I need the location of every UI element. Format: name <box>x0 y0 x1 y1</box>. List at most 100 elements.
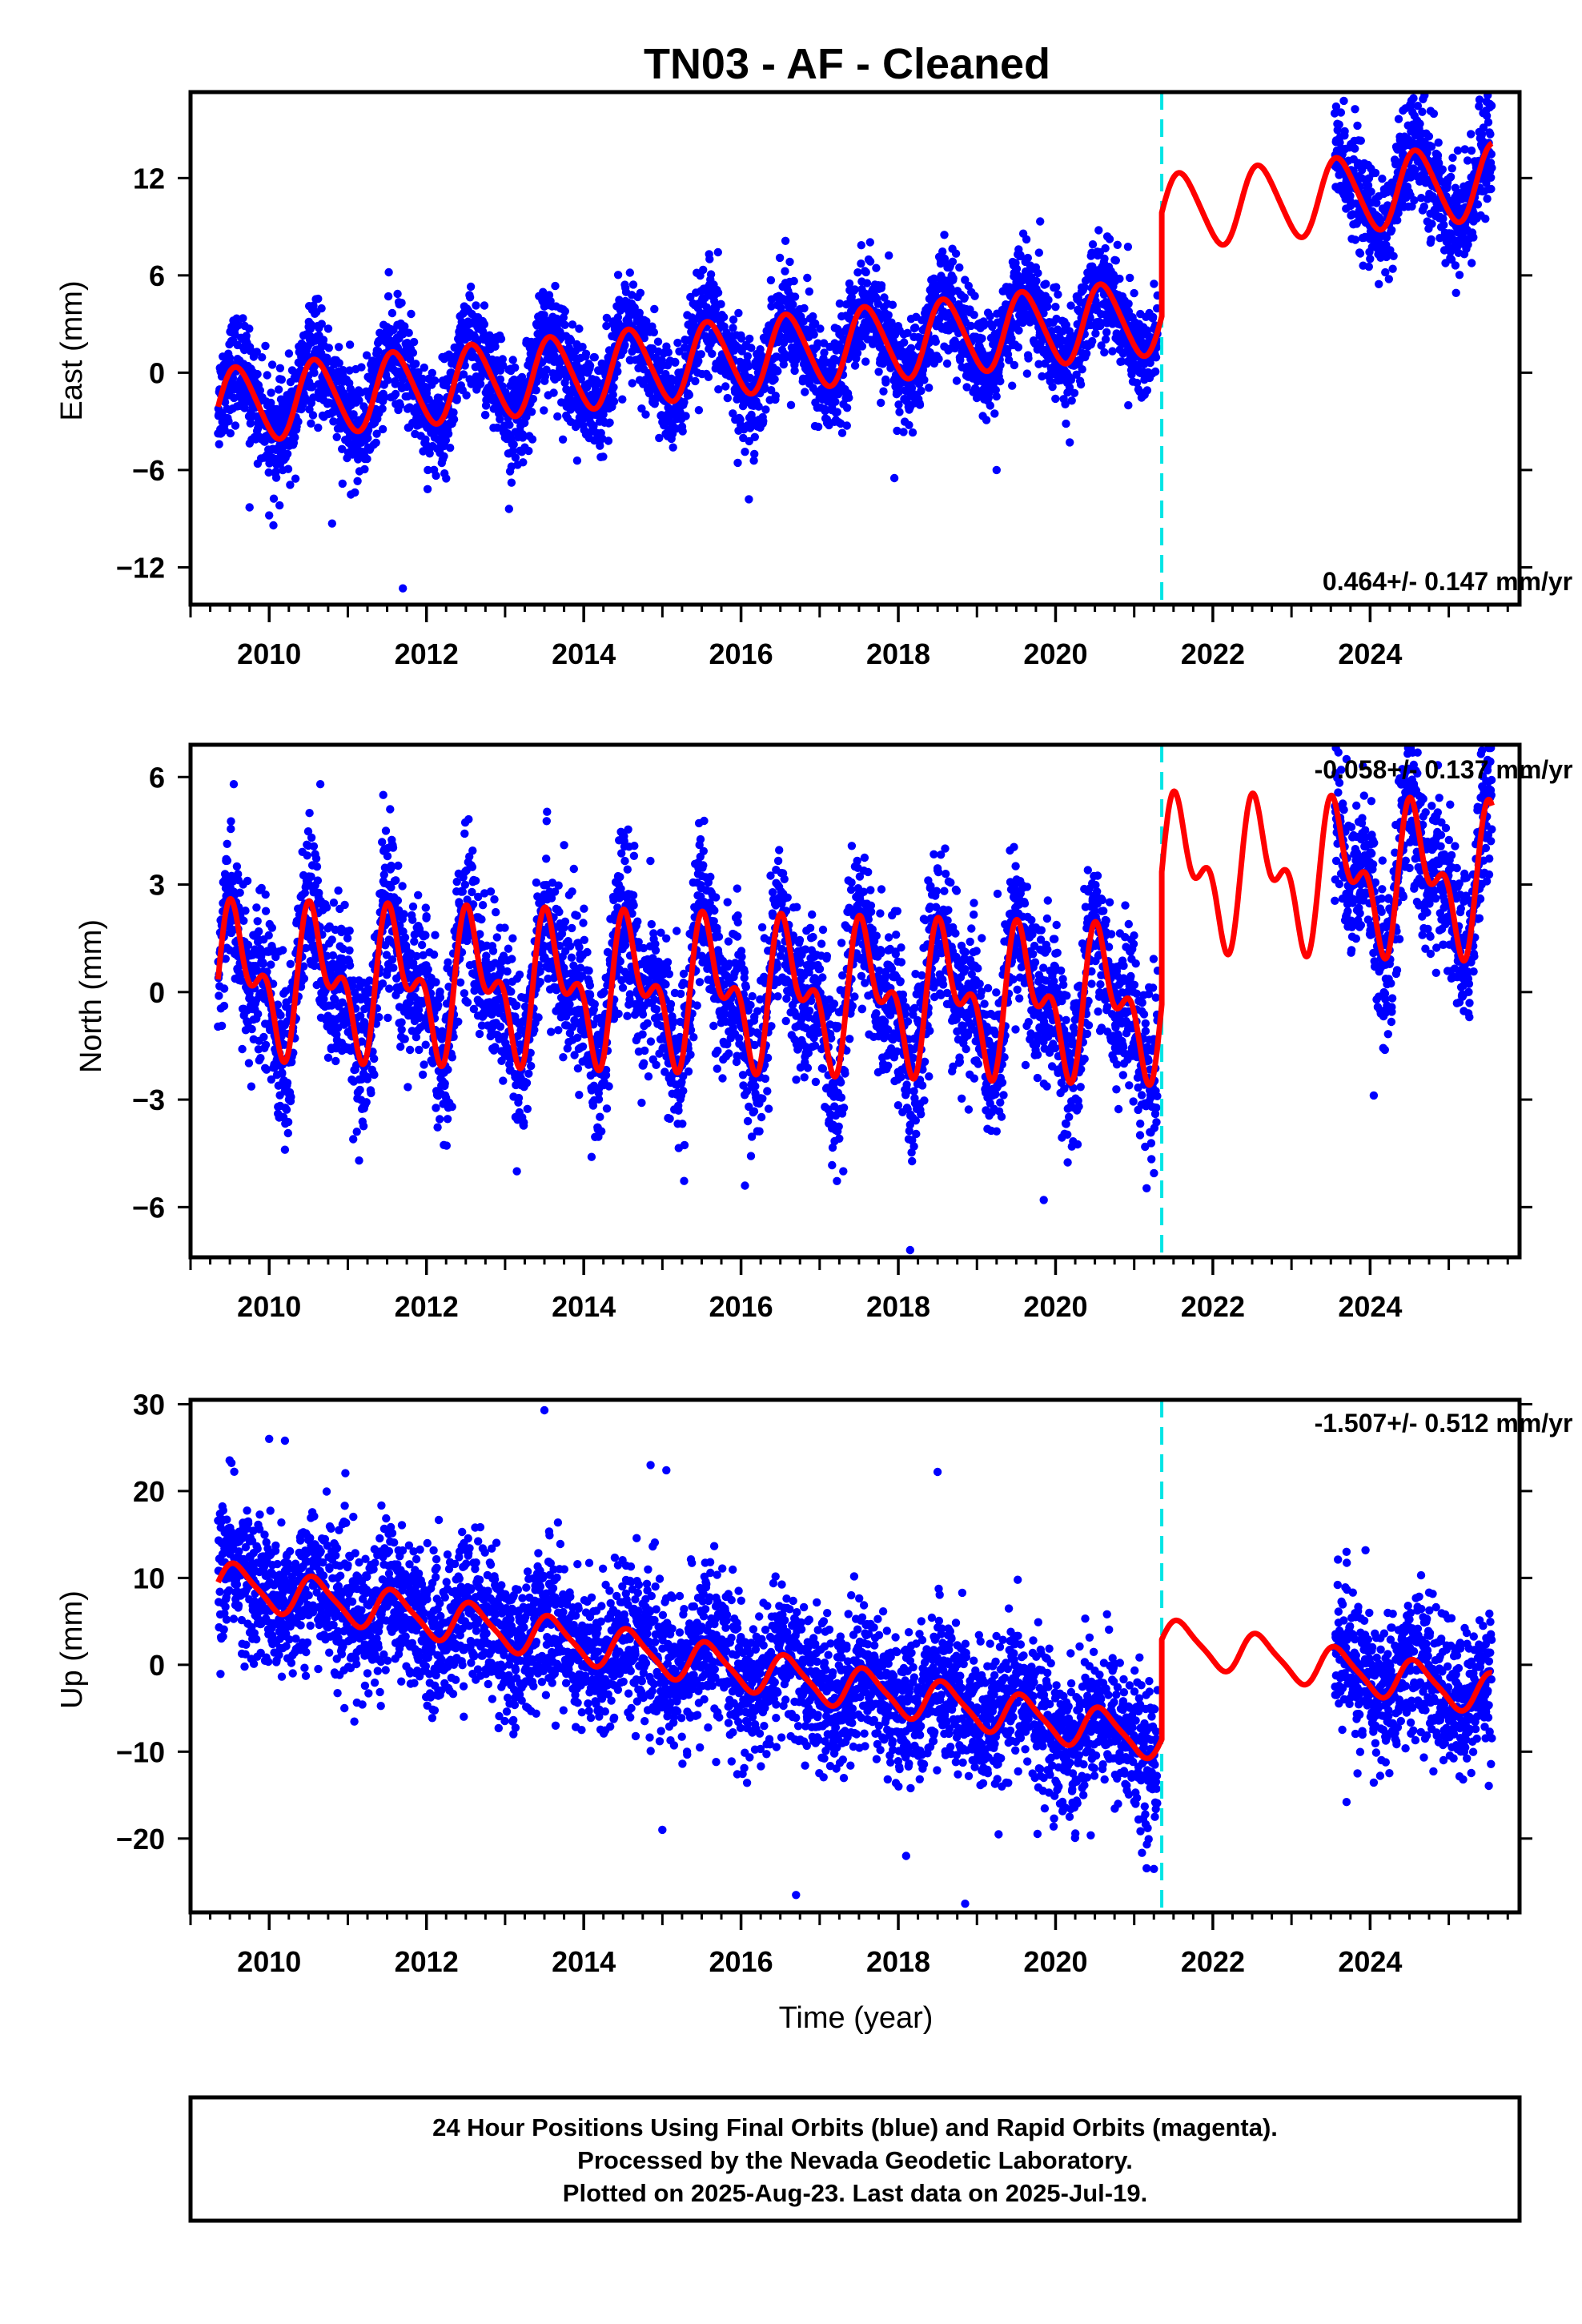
east-point <box>910 323 920 332</box>
east-point <box>215 440 223 448</box>
east-point <box>940 231 949 239</box>
east-point <box>775 253 785 263</box>
east-point <box>442 474 451 483</box>
east-point <box>805 287 813 296</box>
east-point <box>1022 369 1032 378</box>
east-ytick-label: 6 <box>149 259 165 292</box>
east-point <box>309 301 318 310</box>
east-point <box>934 355 943 364</box>
east-point <box>1355 249 1365 258</box>
east-point <box>596 441 604 450</box>
east-point <box>357 363 366 372</box>
east-point <box>1339 96 1348 106</box>
east-point <box>378 424 387 434</box>
east-point <box>335 343 343 352</box>
east-point <box>1100 254 1109 263</box>
east-point <box>729 324 737 332</box>
east-point <box>558 435 568 444</box>
east-point <box>960 293 970 302</box>
east-point <box>1351 144 1359 153</box>
east-point <box>938 247 947 256</box>
east-point <box>505 420 514 429</box>
east-outlier-point <box>327 519 336 528</box>
east-point <box>396 400 405 410</box>
east-point <box>895 408 904 416</box>
east-point <box>1052 283 1061 292</box>
east-point <box>1115 274 1124 283</box>
east-point <box>1335 120 1343 129</box>
east-point <box>986 401 995 410</box>
east-point <box>809 330 818 339</box>
east-point <box>1389 251 1398 260</box>
east-point <box>339 366 347 375</box>
east-point <box>277 375 286 384</box>
east-ylabel: East (mm) <box>55 280 89 420</box>
east-point <box>338 479 347 489</box>
east-point <box>255 386 265 395</box>
east-point <box>1067 396 1076 405</box>
north-point <box>241 907 250 915</box>
east-point <box>391 389 400 399</box>
east-point <box>324 344 333 352</box>
east-point <box>803 273 812 283</box>
east-point <box>771 392 780 400</box>
east-point <box>242 332 251 340</box>
north-point <box>227 817 235 826</box>
east-point <box>1024 354 1033 363</box>
east-point <box>1467 146 1476 155</box>
east-point <box>263 371 271 380</box>
east-point <box>393 289 402 299</box>
east-point <box>1014 326 1023 335</box>
east-outlier-point <box>504 505 513 513</box>
east-point <box>228 373 238 383</box>
east-rate-label: 0.464+/- 0.147 mm/yr <box>1323 567 1572 596</box>
east-point <box>1473 200 1483 209</box>
east-point <box>861 267 870 277</box>
east-point <box>845 393 853 402</box>
east-point <box>307 419 315 428</box>
east-point <box>649 328 658 337</box>
east-point <box>879 387 888 396</box>
east-point <box>1467 130 1476 139</box>
east-point <box>881 378 890 387</box>
east-point <box>1054 290 1062 299</box>
east-point <box>734 308 743 318</box>
east-point <box>1010 360 1019 370</box>
east-point <box>706 270 716 279</box>
east-point <box>1409 94 1418 103</box>
east-point <box>267 360 277 369</box>
east-point <box>1036 217 1045 226</box>
east-point <box>996 376 1005 386</box>
east-point <box>275 364 285 372</box>
east-point <box>271 473 281 482</box>
north-point <box>261 890 270 899</box>
east-point <box>275 501 284 510</box>
north-point <box>232 862 242 871</box>
east-outlier-point <box>745 495 753 504</box>
east-point <box>362 351 371 360</box>
east-point <box>604 436 613 445</box>
east-point <box>1468 259 1476 267</box>
east-point <box>1427 219 1436 228</box>
east-point <box>532 386 540 395</box>
east-ytick-label: −12 <box>116 551 165 584</box>
east-point <box>220 398 230 407</box>
east-point <box>291 433 299 442</box>
east-point <box>1094 226 1103 235</box>
east-point <box>759 416 768 426</box>
east-point <box>948 257 958 266</box>
east-point <box>664 348 673 357</box>
east-point <box>1371 168 1380 178</box>
east-point <box>462 391 471 400</box>
east-point <box>1051 303 1060 312</box>
east-outlier-point <box>399 584 408 593</box>
east-point <box>865 257 875 266</box>
east-point <box>970 311 978 320</box>
east-point <box>1111 256 1121 265</box>
east-point <box>1356 136 1366 145</box>
east-point <box>407 309 416 319</box>
east-point <box>284 349 294 358</box>
east-point <box>371 438 380 447</box>
north-point <box>259 959 267 968</box>
